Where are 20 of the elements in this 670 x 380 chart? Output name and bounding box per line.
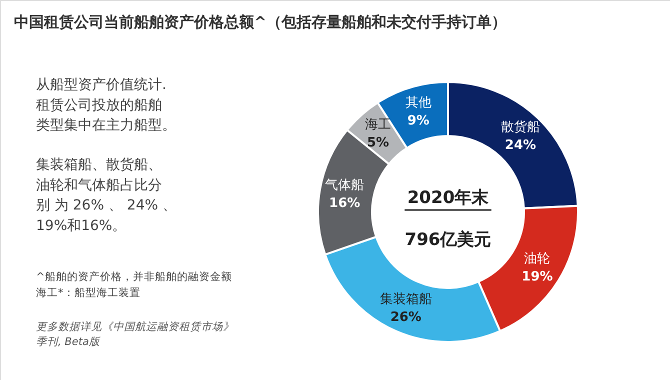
slice-label: 其他 [405,95,432,110]
data-label: 5% [366,136,390,151]
data-label: 26% [390,310,422,326]
text: 从船型资产价值统计.租赁公司投放的船舶类型集中在主力船型。 [36,77,176,134]
text: 海工*：船型海工装置 [36,286,140,299]
data-label: 24% [504,138,536,154]
slice-label: 海工 [364,118,391,133]
slice-label: 散货船 [500,120,540,136]
text: 更多数据详见《中国航运融资租赁市场》季刊, Beta版 [36,321,234,348]
slice-label: 集装箱船 [380,292,432,308]
text: 集装箱船、散货船、油轮和气体船占比分别 为 26% 、 24% 、19%和16%。 [36,157,176,234]
chart-title: 中国租赁公司当前船舶资产价格总额^（包括存量船舶和未交付手持订单） [14,13,507,31]
slice-label: 气体船 [325,178,364,193]
data-label: 9% [407,113,430,128]
slice-label: 油轮 [524,251,550,266]
data-label: 16% [329,196,360,211]
text: 796亿美元 [404,230,492,250]
data-label: 19% [522,269,553,284]
text: 2020年末 [407,188,490,208]
text: ^船舶的资产价格，并非船舶的融资金额 [36,270,232,283]
